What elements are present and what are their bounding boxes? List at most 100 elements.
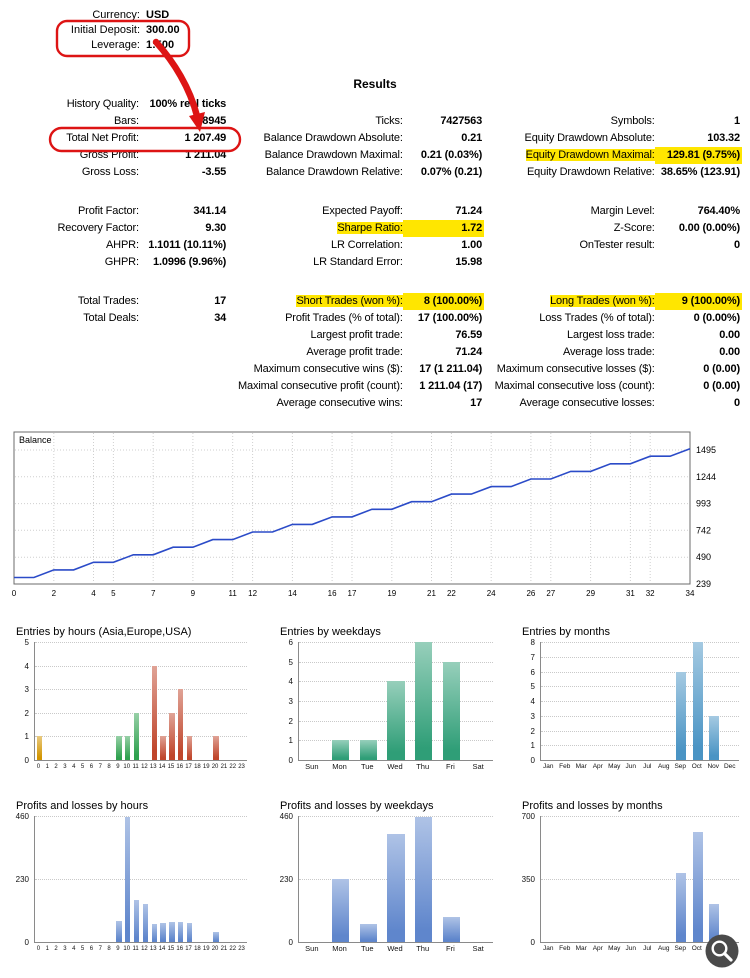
- stat-value: 1.00: [461, 239, 483, 251]
- svg-text:4: 4: [91, 589, 96, 598]
- stats-row: Average profit trade: 71.24 Average loss t…: [0, 344, 742, 361]
- y-tick-label: 3: [288, 697, 293, 706]
- stat-label: Balance Drawdown Relative:: [266, 166, 403, 178]
- x-tick-label: 8: [107, 946, 111, 952]
- x-tick-label: Oct: [691, 945, 702, 952]
- stat-label: Total Trades:: [77, 295, 139, 307]
- svg-text:21: 21: [427, 589, 436, 598]
- x-tick-label: Aug: [657, 763, 670, 770]
- stats-row: Gross Loss: -3.55 Balance Drawdown Relativ…: [0, 164, 742, 181]
- svg-text:7: 7: [151, 589, 156, 598]
- zoom-icon[interactable]: [704, 933, 740, 969]
- x-tick-label: Sat: [472, 762, 484, 771]
- x-tick-label: 2: [54, 946, 58, 952]
- stat-value: 17: [470, 397, 483, 409]
- stat-label: [484, 96, 655, 113]
- x-tick-label: 4: [72, 764, 76, 770]
- svg-text:12: 12: [248, 589, 257, 598]
- y-tick-label: 3: [24, 685, 29, 695]
- y-tick-label: 700: [521, 812, 535, 821]
- stat-value: [139, 344, 228, 361]
- stat-value: [403, 96, 484, 113]
- stat-label: Equity Drawdown Absolute:: [524, 132, 655, 144]
- stat-value: 17: [214, 295, 227, 307]
- x-tick-label: 1: [45, 946, 49, 952]
- stat-value: 38.65% (123.91): [660, 166, 740, 178]
- x-tick-label: Mon: [332, 762, 347, 771]
- x-tick-label: 16: [176, 764, 184, 770]
- x-tick-label: Fri: [446, 762, 455, 771]
- stat-label: AHPR:: [106, 239, 139, 251]
- stat-value: 0 (0.00): [703, 380, 740, 392]
- x-tick-label: 23: [238, 946, 245, 952]
- svg-text:32: 32: [646, 589, 655, 598]
- stat-label: Maximum consecutive wins ($):: [253, 363, 403, 375]
- y-tick-label: 3: [530, 711, 535, 721]
- stat-value: 1 211.04: [185, 149, 227, 161]
- stat-value: 103.32: [707, 132, 740, 144]
- stat-value: 0.00 (0.00%): [678, 222, 740, 234]
- stat-value: 0: [734, 397, 740, 409]
- x-tick-label: Jul: [643, 945, 652, 952]
- bar-profits-by-hours-14: [160, 923, 166, 942]
- gridline: [35, 689, 247, 691]
- x-tick-label: 15: [167, 946, 175, 952]
- stat-label: Total Net Profit:: [66, 132, 139, 144]
- bar-entries-by-weekdays-Tue: [359, 740, 377, 760]
- stat-label: Maximal consecutive loss (count):: [494, 380, 655, 392]
- svg-text:993: 993: [696, 499, 711, 509]
- stat-label: Average consecutive wins:: [276, 397, 403, 409]
- x-tick-label: 7: [98, 764, 102, 770]
- bar-profits-by-hours-10: [125, 816, 131, 942]
- stats-gap: [0, 271, 742, 293]
- x-tick-label: Wed: [387, 944, 403, 953]
- gridline: [541, 745, 739, 747]
- svg-text:Balance: Balance: [19, 435, 52, 445]
- y-tick-label: 0: [24, 938, 29, 947]
- x-tick-label: 21: [220, 764, 228, 770]
- stat-value: 1 211.04 (17): [419, 380, 483, 392]
- x-tick-label: 17: [185, 946, 192, 952]
- x-tick-label: 3: [63, 764, 67, 770]
- svg-text:19: 19: [387, 589, 396, 598]
- stat-value: 1.1011 (10.11%): [148, 239, 227, 251]
- stat-value: 8 (100.00%): [402, 293, 485, 310]
- x-tick-label: Sat: [472, 944, 484, 953]
- stats-row: AHPR: 1.1011 (10.11%) LR Correlation: 1.00 O…: [0, 237, 742, 254]
- x-tick-label: 11: [132, 946, 139, 952]
- y-tick-label: 2: [530, 726, 535, 736]
- stat-label: Bars:: [113, 115, 139, 127]
- y-tick-label: 4: [24, 661, 29, 671]
- stat-label: Average profit trade:: [306, 346, 403, 358]
- x-tick-label: 12: [141, 764, 148, 770]
- chart-title: Profits and losses by months: [522, 800, 663, 812]
- x-tick-label: 8: [107, 764, 111, 770]
- bar-entries-by-hours-13: [151, 665, 157, 760]
- gridline: [541, 879, 739, 880]
- x-tick-label: Fri: [446, 944, 455, 953]
- y-tick-label: 350: [521, 875, 535, 884]
- gridline: [299, 661, 493, 663]
- bar-entries-by-months-Nov: [709, 715, 720, 760]
- stats-row: Total Trades: 17 Short Trades (won %): 8 (1…: [0, 293, 742, 310]
- svg-text:27: 27: [546, 589, 555, 598]
- plot-area: [540, 816, 739, 943]
- gridline: [35, 736, 247, 738]
- x-tick-label: 10: [123, 946, 131, 952]
- stat-value: 7427563: [440, 115, 483, 127]
- stat-label: Profit Trades (% of total):: [285, 312, 403, 324]
- stat-value: 34: [214, 312, 227, 324]
- bar-entries-by-months-Sep: [676, 671, 687, 760]
- x-tick-label: Sun: [305, 944, 319, 953]
- stat-label: Loss Trades (% of total):: [539, 312, 655, 324]
- stat-label: Symbols:: [610, 115, 655, 127]
- x-tick-label: 4: [72, 946, 76, 952]
- stat-label: Z-Score:: [613, 222, 655, 234]
- y-tick-label: 2: [288, 716, 293, 726]
- stats-row: Maximum consecutive wins ($): 17 (1 211.0…: [0, 361, 742, 378]
- bar-profits-by-months-Nov: [709, 903, 720, 942]
- bar-entries-by-weekdays-Fri: [442, 661, 460, 760]
- stat-label: Equity Drawdown Relative:: [527, 166, 655, 178]
- x-tick-label: 21: [220, 946, 228, 952]
- x-tick-label: 10: [123, 764, 131, 770]
